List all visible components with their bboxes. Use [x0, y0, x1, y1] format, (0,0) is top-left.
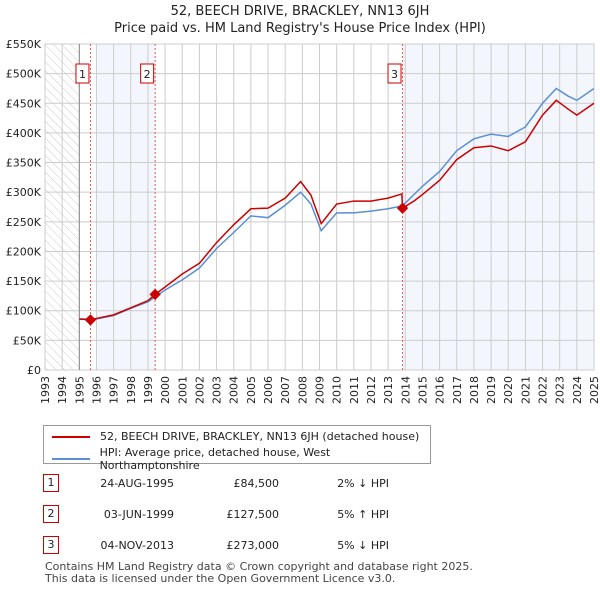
legend-hpi-label: HPI: Average price, detached house, West… [99, 446, 331, 472]
footer-copyright: Contains HM Land Registry data © Crown c… [45, 560, 473, 573]
sale-price: £273,000 [226, 538, 280, 552]
x-tick-label: 2003 [211, 376, 224, 404]
footer-licence: This data is licensed under the Open Gov… [45, 572, 396, 585]
legend-swatch-hpi [52, 458, 90, 460]
x-tick-label: 1993 [39, 376, 52, 404]
y-tick-label: £400K [6, 127, 42, 140]
x-tick-label: 2000 [159, 376, 172, 404]
sale-date: 03-JUN-1999 [103, 507, 174, 521]
x-tick-label: 2018 [468, 376, 481, 404]
x-tick-label: 2012 [365, 376, 378, 404]
sale-row: 1 24-AUG-1995 £84,500 2% ↓ HPI [43, 473, 389, 493]
x-tick-label: 2019 [485, 376, 498, 404]
x-tick-label: 1995 [73, 376, 86, 404]
sale-price: £84,500 [233, 476, 280, 490]
plot-area: 1993 1994 1995 1996 1997 1998 1999 2000 2001 2002… [6, 38, 600, 404]
x-tick-label: 2010 [331, 376, 344, 404]
x-tick-label: 2020 [502, 376, 515, 404]
y-tick-label: £350K [6, 157, 42, 170]
x-tick-label: 2022 [537, 376, 550, 404]
sale-hpi-diff: 2% ↓ HPI [337, 476, 389, 490]
x-tick-label: 2014 [399, 376, 412, 404]
x-tick-label: 2002 [193, 376, 206, 404]
y-tick-label: £50K [13, 334, 42, 347]
sale-label: 3 [391, 68, 398, 81]
sale-row: 3 04-NOV-2013 £273,000 5% ↓ HPI [43, 535, 389, 555]
sale-date: 24-AUG-1995 [100, 476, 174, 490]
x-tick-label: 2007 [279, 376, 292, 404]
x-tick-label: 1997 [108, 376, 121, 404]
sale-row: 2 03-JUN-1999 £127,500 5% ↑ HPI [43, 504, 389, 524]
sale-number: 2 [43, 505, 59, 523]
legend: 52, BEECH DRIVE, BRACKLEY, NN13 6JH (det… [43, 425, 431, 472]
legend-swatch-price [52, 435, 90, 438]
y-tick-label: £550K [6, 38, 42, 51]
x-tick-label: 1998 [125, 376, 138, 404]
hpi-line [79, 87, 595, 320]
sale-point [149, 288, 161, 301]
x-tick-label: 2009 [314, 376, 327, 404]
x-tick-label: 2015 [416, 376, 429, 404]
sale-hpi-diff: 5% ↑ HPI [337, 507, 389, 521]
y-tick-label: £100K [6, 305, 42, 318]
x-tick-label: 2001 [176, 376, 189, 404]
chart-subtitle: Price paid vs. HM Land Registry's House … [114, 21, 486, 36]
shaded-period [96, 44, 156, 370]
sale-point [396, 202, 409, 214]
sale-label: 2 [144, 68, 151, 81]
sale-label-box [140, 63, 155, 84]
y-tick-label: £0 [27, 364, 41, 377]
y-tick-label: £200K [6, 245, 42, 258]
legend-price-label: 52, BEECH DRIVE, BRACKLEY, NN13 6JH (det… [100, 430, 420, 443]
sale-label-box [75, 63, 90, 84]
sale-price: £127,500 [226, 507, 280, 521]
x-tick-label: 2005 [245, 376, 258, 404]
x-tick-label: 2023 [554, 376, 567, 404]
x-tick-label: 1994 [56, 376, 69, 404]
x-tick-label: 1996 [90, 376, 103, 404]
y-tick-label: £300K [6, 186, 42, 199]
x-tick-label: 2008 [296, 376, 309, 404]
sale-number: 1 [43, 474, 59, 492]
x-tick-label: 1999 [142, 376, 155, 404]
sale-label: 1 [79, 68, 86, 81]
x-tick-label: 2016 [434, 376, 447, 404]
x-tick-label: 2004 [228, 376, 241, 404]
x-tick-label: 2017 [451, 376, 464, 404]
sale-date: 04-NOV-2013 [100, 538, 174, 552]
x-tick-label: 2025 [588, 376, 600, 404]
x-tick-label: 2011 [348, 376, 361, 404]
x-tick-label: 2024 [571, 376, 584, 404]
y-tick-label: £500K [6, 68, 42, 81]
shaded-period [402, 44, 594, 370]
y-tick-label: £150K [6, 275, 42, 288]
y-tick-label: £250K [6, 216, 42, 229]
x-tick-label: 2021 [519, 376, 532, 404]
sale-label-box [387, 63, 402, 84]
x-tick-label: 2006 [262, 376, 275, 404]
sale-hpi-diff: 5% ↓ HPI [337, 538, 389, 552]
sale-point [84, 314, 97, 326]
sale-number: 3 [43, 536, 59, 554]
y-tick-label: £450K [6, 97, 42, 110]
chart-title: 52, BEECH DRIVE, BRACKLEY, NN13 6JH [170, 4, 430, 19]
x-tick-label: 2013 [382, 376, 395, 404]
